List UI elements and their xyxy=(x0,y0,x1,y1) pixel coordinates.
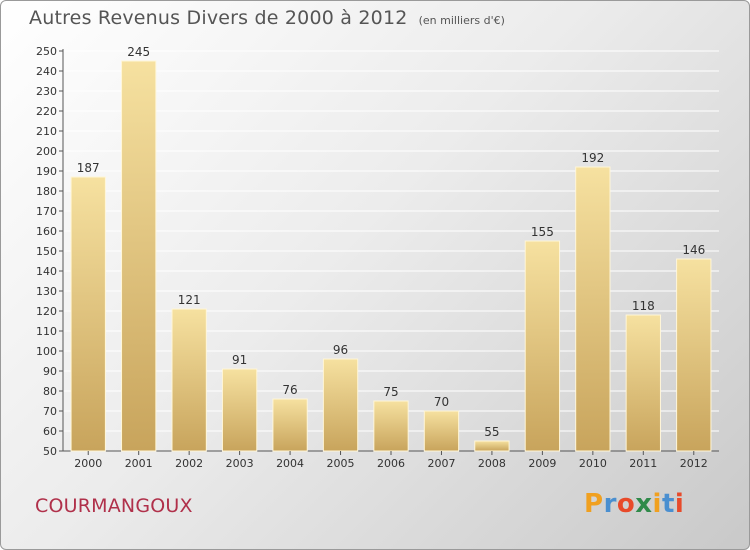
y-tick-label: 100 xyxy=(36,345,57,358)
y-tick-label: 70 xyxy=(43,405,57,418)
logo-letter: x xyxy=(635,489,653,519)
y-tick-label: 240 xyxy=(36,65,57,78)
y-tick-label: 250 xyxy=(36,45,57,58)
bar-value-label: 55 xyxy=(484,425,499,439)
x-tick-label: 2009 xyxy=(528,457,556,470)
bar-2000 xyxy=(70,176,106,452)
bar-value-label: 146 xyxy=(682,243,705,257)
bar-value-label: 192 xyxy=(581,151,604,165)
y-tick-label: 150 xyxy=(36,245,57,258)
bar-value-label: 91 xyxy=(232,353,247,367)
y-tick-label: 220 xyxy=(36,105,57,118)
logo-letter: t xyxy=(661,489,675,519)
x-tick-label: 2003 xyxy=(226,457,254,470)
bar-value-label: 118 xyxy=(632,299,655,313)
x-tick-label: 2007 xyxy=(427,457,455,470)
x-tick-label: 2011 xyxy=(629,457,657,470)
bar-2002 xyxy=(171,308,207,452)
proxiti-logo: Proxiti xyxy=(584,489,684,519)
chart-title: Autres Revenus Divers de 2000 à 2012 xyxy=(29,7,408,29)
y-tick-label: 60 xyxy=(43,425,57,438)
logo-letter: r xyxy=(603,489,617,519)
y-tick-label: 90 xyxy=(43,365,57,378)
y-tick-label: 170 xyxy=(36,205,57,218)
x-tick-label: 2008 xyxy=(478,457,506,470)
logo-letter: o xyxy=(616,489,636,519)
y-tick-label: 50 xyxy=(43,445,57,458)
bar-2006 xyxy=(373,400,409,452)
bar-2010 xyxy=(575,166,611,452)
bar-value-label: 155 xyxy=(531,225,554,239)
place-name: COURMANGOUX xyxy=(35,495,193,517)
bar-2011 xyxy=(625,314,661,452)
bar-2001 xyxy=(121,60,157,452)
x-tick-label: 2012 xyxy=(680,457,708,470)
y-tick-label: 130 xyxy=(36,285,57,298)
y-tick-label: 160 xyxy=(36,225,57,238)
y-tick-label: 190 xyxy=(36,165,57,178)
x-tick-label: 2000 xyxy=(74,457,102,470)
bar-2012 xyxy=(676,258,712,452)
logo-letter: i xyxy=(652,489,662,519)
bar-value-label: 245 xyxy=(127,45,150,59)
bar-value-label: 187 xyxy=(77,161,100,175)
y-tick-label: 80 xyxy=(43,385,57,398)
bar-2007 xyxy=(423,410,460,452)
bar-value-label: 76 xyxy=(282,383,297,397)
y-tick-label: 140 xyxy=(36,265,57,278)
logo-letter: i xyxy=(674,489,685,519)
x-tick-label: 2010 xyxy=(579,457,607,470)
bar-value-label: 75 xyxy=(383,385,398,399)
bar-2009 xyxy=(524,240,561,452)
bar-value-label: 121 xyxy=(178,293,201,307)
x-tick-label: 2006 xyxy=(377,457,405,470)
y-tick-label: 110 xyxy=(36,325,57,338)
chart-title-row: Autres Revenus Divers de 2000 à 2012 (en… xyxy=(29,7,505,29)
y-tick-label: 200 xyxy=(36,145,57,158)
y-tick-label: 210 xyxy=(36,125,57,138)
bar-2004 xyxy=(272,398,308,452)
x-tick-label: 2001 xyxy=(125,457,153,470)
bar-2008 xyxy=(474,440,510,452)
x-tick-label: 2004 xyxy=(276,457,304,470)
bar-value-label: 70 xyxy=(434,395,449,409)
bar-2005 xyxy=(322,358,359,452)
logo-letter: P xyxy=(584,489,604,519)
y-tick-label: 180 xyxy=(36,185,57,198)
y-tick-label: 120 xyxy=(36,305,57,318)
x-tick-label: 2002 xyxy=(175,457,203,470)
x-tick-label: 2005 xyxy=(327,457,355,470)
bar-2003 xyxy=(221,368,258,452)
y-tick-label: 230 xyxy=(36,85,57,98)
bar-value-label: 96 xyxy=(333,343,348,357)
chart-unit: (en milliers d'€) xyxy=(418,14,505,27)
